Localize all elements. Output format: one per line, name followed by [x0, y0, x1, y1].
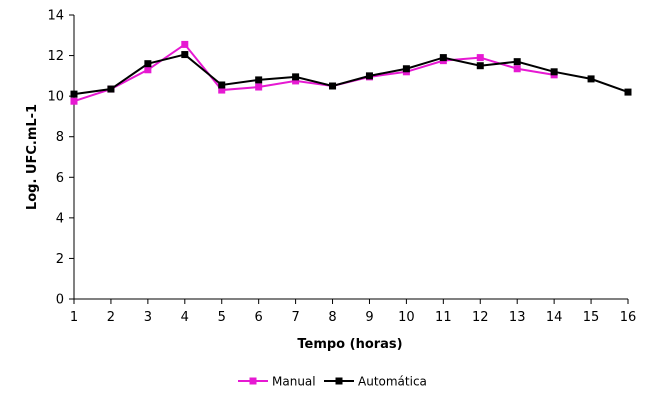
- y-tick-label: 12: [47, 49, 64, 64]
- data-point-marker: [365, 72, 373, 80]
- data-point-marker: [255, 83, 263, 91]
- data-point-marker: [402, 65, 410, 73]
- legend-label: Manual: [272, 375, 316, 389]
- x-tick-label: 15: [583, 310, 600, 325]
- y-tick-label: 8: [56, 130, 64, 145]
- x-tick-label: 11: [435, 310, 452, 325]
- x-tick-label: 8: [328, 310, 336, 325]
- data-point-marker: [70, 97, 78, 105]
- x-tick-label: 13: [509, 310, 526, 325]
- data-point-marker: [624, 88, 632, 96]
- x-tick-label: 3: [144, 310, 152, 325]
- y-tick-label: 10: [47, 90, 64, 105]
- x-tick-label: 14: [546, 310, 563, 325]
- x-tick-label: 5: [218, 310, 226, 325]
- y-tick-label: 2: [56, 252, 64, 267]
- x-axis-ticks: 1 2 3 4 5 6 7 8 9 10 11 12 13 14 15 16: [70, 299, 636, 325]
- chart-axes: [73, 15, 628, 300]
- x-tick-label: 9: [365, 310, 373, 325]
- x-tick-label: 12: [472, 310, 489, 325]
- series-layer: [70, 40, 632, 105]
- x-tick-label: 16: [620, 310, 637, 325]
- y-tick-label: 14: [47, 9, 64, 24]
- x-tick-label: 4: [181, 310, 189, 325]
- x-tick-label: 10: [398, 310, 415, 325]
- data-point-marker: [476, 54, 484, 62]
- data-point-marker: [218, 81, 226, 89]
- series-manual: [70, 40, 558, 105]
- data-point-marker: [70, 90, 78, 98]
- data-point-marker: [292, 73, 300, 81]
- x-axis-title: Tempo (horas): [297, 337, 402, 352]
- legend-marker: [335, 377, 343, 385]
- data-point-marker: [587, 75, 595, 83]
- legend-item: Manual: [238, 375, 316, 389]
- y-tick-label: 6: [56, 171, 64, 186]
- legend-label: Automática: [358, 375, 427, 389]
- data-point-marker: [181, 51, 189, 59]
- x-tick-label: 1: [70, 310, 78, 325]
- data-point-marker: [513, 58, 521, 66]
- y-axis-title: Log. UFC.mL-1: [25, 104, 40, 210]
- data-point-marker: [255, 76, 263, 84]
- series-automatica: [70, 51, 632, 98]
- data-point-marker: [439, 54, 447, 62]
- data-point-marker: [476, 62, 484, 70]
- data-point-marker: [550, 68, 558, 76]
- data-point-marker: [218, 86, 226, 94]
- legend-marker: [249, 377, 257, 385]
- legend-item: Automática: [324, 375, 427, 389]
- x-tick-label: 7: [291, 310, 299, 325]
- data-point-marker: [513, 65, 521, 73]
- data-point-marker: [292, 77, 300, 85]
- data-point-marker: [181, 40, 189, 48]
- series-line: [73, 43, 555, 103]
- y-tick-label: 4: [56, 211, 64, 226]
- data-point-marker: [329, 82, 337, 90]
- y-tick-label: 0: [56, 293, 64, 308]
- y-axis-ticks: 0 2 4 6 8 10 12 14: [47, 9, 74, 308]
- series-line: [73, 53, 629, 96]
- data-point-marker: [144, 66, 152, 74]
- data-point-marker: [144, 60, 152, 68]
- x-tick-label: 2: [107, 310, 115, 325]
- chart-legend: Manual Automática: [238, 375, 427, 389]
- data-point-marker: [107, 85, 115, 93]
- x-tick-label: 6: [255, 310, 263, 325]
